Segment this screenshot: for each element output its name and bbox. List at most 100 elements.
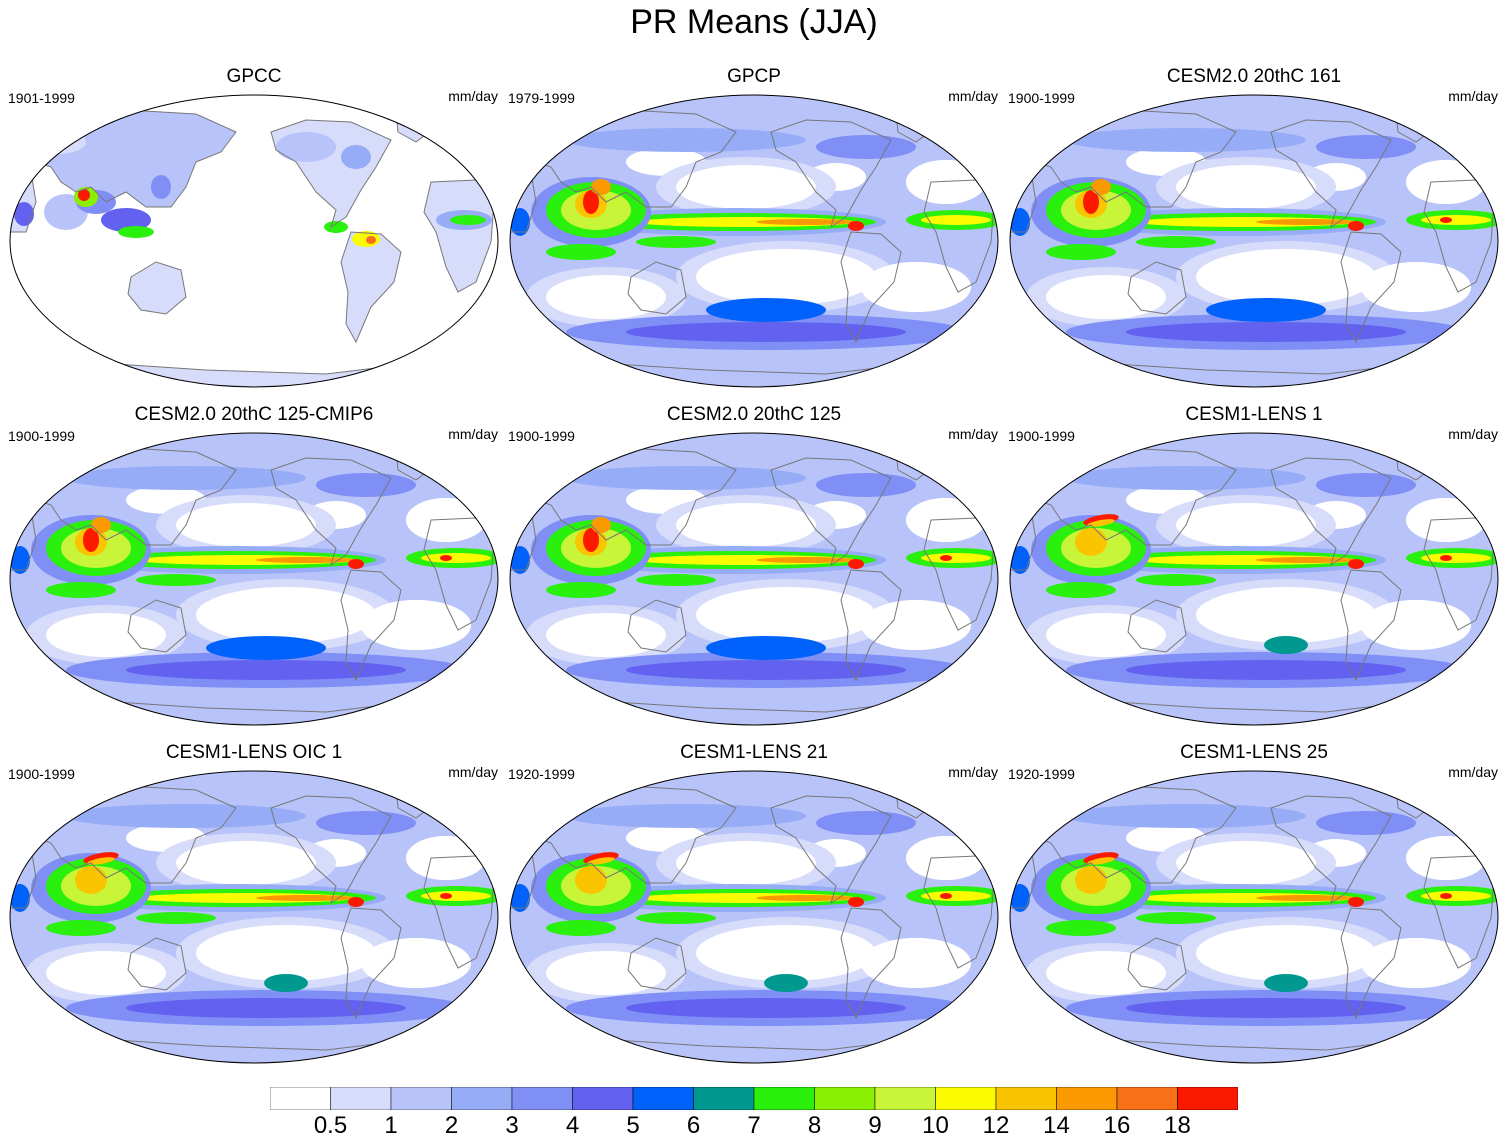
coastline bbox=[270, 795, 392, 905]
dry-zone bbox=[1406, 160, 1486, 204]
monsoon bbox=[91, 517, 111, 533]
coastline bbox=[840, 907, 902, 1020]
monsoon bbox=[75, 866, 107, 894]
itcz bbox=[940, 555, 952, 561]
coastline bbox=[535, 785, 737, 884]
itcz bbox=[10, 546, 30, 574]
map-border bbox=[9, 94, 499, 388]
map-border bbox=[9, 770, 499, 1064]
midlat-band bbox=[816, 473, 916, 497]
map-panel: CESM1-LENS OIC 1 1900-1999 mm/day bbox=[6, 742, 502, 1064]
land-precip bbox=[424, 180, 494, 292]
dry-zone bbox=[1046, 951, 1166, 995]
panel-units: mm/day bbox=[948, 764, 998, 780]
coastline bbox=[770, 795, 892, 905]
storm-track bbox=[1206, 298, 1326, 322]
spcz bbox=[1136, 912, 1216, 924]
midlat-band bbox=[1316, 811, 1416, 835]
dry-zone bbox=[176, 841, 316, 885]
coastline bbox=[340, 569, 402, 682]
storm-track bbox=[626, 998, 906, 1018]
itcz bbox=[1348, 897, 1364, 907]
dry-zone bbox=[196, 587, 376, 643]
itcz bbox=[1348, 221, 1364, 231]
midlat-band bbox=[1066, 466, 1306, 490]
dry-zone bbox=[676, 841, 816, 885]
monsoon bbox=[583, 528, 599, 552]
midlat-band bbox=[66, 466, 306, 490]
panel-units: mm/day bbox=[1448, 764, 1498, 780]
storm-track bbox=[264, 974, 308, 992]
itcz bbox=[348, 559, 364, 569]
colorbar-tick-label: 0.5 bbox=[313, 1112, 348, 1139]
spcz bbox=[636, 574, 716, 586]
monsoon bbox=[1087, 519, 1115, 527]
itcz bbox=[1348, 559, 1364, 569]
coastline bbox=[270, 119, 392, 229]
coastline bbox=[627, 261, 687, 315]
map-panel: CESM2.0 20thC 125 1900-1999 mm/day bbox=[506, 404, 1002, 726]
coastline bbox=[1270, 795, 1392, 905]
world-map bbox=[9, 432, 499, 726]
dry-zone bbox=[1361, 938, 1471, 988]
colorbar-swatch bbox=[1116, 1087, 1178, 1110]
dry-zone bbox=[1046, 275, 1166, 319]
map-border bbox=[9, 432, 499, 726]
dry-zone bbox=[906, 160, 986, 204]
panel-period: 1900-1999 bbox=[8, 766, 75, 782]
map-panel: GPCC 1901-1999 mm/day bbox=[6, 66, 502, 388]
itcz bbox=[921, 553, 991, 563]
coastline bbox=[840, 569, 902, 682]
land-precip bbox=[118, 226, 154, 238]
storm-track bbox=[1264, 636, 1308, 654]
panel-title: CESM1-LENS 25 bbox=[1180, 742, 1328, 763]
colorbar-swatch bbox=[511, 1087, 573, 1110]
map-panel: CESM1-LENS 1 1900-1999 mm/day bbox=[1006, 404, 1502, 726]
precip-field bbox=[10, 433, 498, 725]
panel-units: mm/day bbox=[1448, 426, 1498, 442]
monsoon bbox=[1083, 190, 1099, 214]
panel-title: GPCP bbox=[727, 66, 781, 87]
midlat-band bbox=[1066, 804, 1306, 828]
dry-zone bbox=[861, 938, 971, 988]
panel-title: CESM2.0 20thC 161 bbox=[1166, 66, 1342, 87]
land-precip bbox=[26, 130, 86, 154]
map-border bbox=[509, 770, 999, 1064]
spcz bbox=[136, 574, 216, 586]
coastline bbox=[1035, 109, 1237, 208]
colorbar-tick-label: 10 bbox=[922, 1112, 949, 1139]
land-precip bbox=[128, 262, 186, 314]
spcz bbox=[136, 912, 216, 924]
midlat-band bbox=[816, 811, 916, 835]
dry-zone bbox=[1176, 503, 1316, 547]
coastline bbox=[127, 937, 187, 991]
dry-zone bbox=[176, 503, 316, 547]
panel-title: GPCC bbox=[226, 66, 282, 87]
monsoon bbox=[87, 857, 115, 865]
coastline bbox=[770, 119, 892, 229]
map-panel: CESM1-LENS 25 1920-1999 mm/day bbox=[1006, 742, 1502, 1064]
world-map bbox=[9, 94, 499, 388]
itcz bbox=[1421, 215, 1491, 225]
map-panel: CESM2.0 20thC 125-CMIP6 1900-1999 mm/day bbox=[6, 404, 502, 726]
dry-zone bbox=[46, 613, 166, 657]
dry-zone bbox=[361, 600, 471, 650]
itcz bbox=[440, 893, 452, 899]
colorbar-swatch bbox=[1056, 1087, 1118, 1110]
midlat-band bbox=[1316, 473, 1416, 497]
panel-period: 1900-1999 bbox=[8, 428, 75, 444]
dry-zone bbox=[1176, 165, 1316, 209]
spcz bbox=[546, 582, 616, 598]
spcz bbox=[1046, 582, 1116, 598]
dry-zone bbox=[906, 836, 986, 880]
storm-track bbox=[626, 660, 906, 680]
dry-zone bbox=[861, 262, 971, 312]
panel-period: 1920-1999 bbox=[1008, 766, 1075, 782]
land-precip bbox=[14, 202, 34, 226]
colorbar-swatch bbox=[753, 1087, 815, 1110]
storm-track bbox=[706, 298, 826, 322]
monsoon bbox=[1075, 866, 1107, 894]
colorbar-swatch bbox=[995, 1087, 1057, 1110]
dry-zone bbox=[406, 498, 486, 542]
panel-title: CESM1-LENS OIC 1 bbox=[165, 742, 343, 763]
